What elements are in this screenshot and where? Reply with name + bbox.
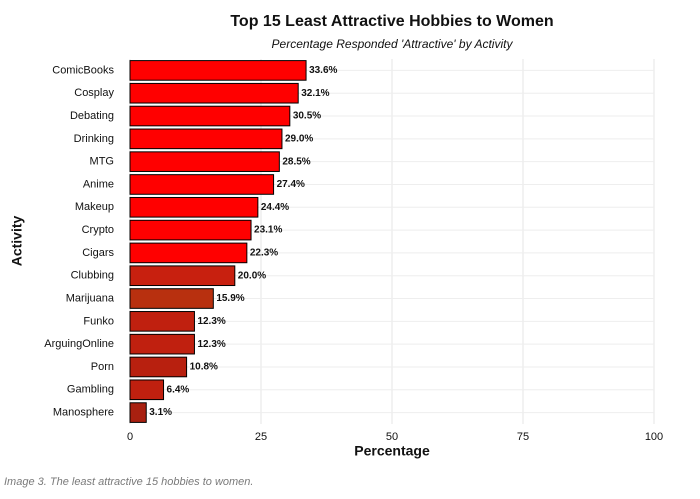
x-tick-label: 75 (517, 431, 529, 443)
bar (129, 242, 248, 264)
value-label: 32.1% (301, 88, 329, 99)
y-tick-label: Gambling (67, 384, 114, 396)
x-tick-label: 0 (127, 431, 133, 443)
value-label: 10.8% (190, 362, 218, 373)
value-label: 12.3% (197, 316, 225, 327)
bar (129, 311, 195, 332)
y-tick-label: Porn (91, 361, 114, 373)
bar (129, 151, 280, 172)
bar (129, 105, 291, 127)
y-tick-label: Clubbing (71, 270, 114, 282)
value-label: 28.5% (282, 156, 310, 167)
value-label: 33.6% (309, 65, 337, 76)
value-label: 24.4% (261, 202, 289, 213)
bar (129, 333, 195, 355)
chart-title: Top 15 Least Attractive Hobbies to Women (230, 13, 553, 30)
y-tick-label: ArguingOnline (44, 338, 114, 350)
y-tick-label: Debating (70, 110, 114, 122)
value-label: 6.4% (167, 384, 190, 395)
x-axis-title: Percentage (354, 443, 430, 459)
chart-subtitle: Percentage Responded 'Attractive' by Act… (272, 37, 514, 51)
value-label: 12.3% (197, 339, 225, 350)
caption: Image 3. The least attractive 15 hobbies… (4, 476, 253, 488)
y-axis-title: Activity (9, 216, 25, 267)
y-tick-label: MTG (90, 156, 114, 168)
y-tick-label: Marijuana (66, 292, 115, 304)
value-label: 30.5% (293, 111, 321, 122)
bar (129, 288, 214, 309)
bar (129, 60, 307, 81)
bar (129, 174, 275, 195)
bar (129, 219, 252, 241)
bar (129, 82, 299, 104)
y-tick-label: Cosplay (74, 87, 114, 99)
value-label: 15.9% (216, 293, 244, 304)
bar (129, 356, 188, 378)
y-tick-label: Manosphere (53, 407, 114, 419)
bar (129, 128, 283, 150)
value-label: 29.0% (285, 133, 313, 144)
y-tick-label: Crypto (82, 224, 114, 236)
value-label: 27.4% (277, 179, 305, 190)
bar (129, 265, 236, 287)
x-tick-label: 25 (255, 431, 267, 443)
y-tick-label: Cigars (82, 247, 114, 259)
value-label: 3.1% (149, 407, 172, 418)
y-tick-label: Drinking (74, 133, 114, 145)
value-label: 20.0% (238, 270, 266, 281)
y-tick-label: Funko (83, 315, 114, 327)
x-tick-label: 50 (386, 431, 398, 443)
y-tick-label: Makeup (75, 201, 114, 213)
y-tick-label: ComicBooks (52, 64, 114, 76)
x-tick-label: 100 (645, 431, 663, 443)
value-label: 22.3% (250, 248, 278, 259)
y-tick-label: Anime (83, 178, 114, 190)
value-label: 23.1% (254, 225, 282, 236)
bar (129, 402, 147, 423)
bar (129, 379, 165, 401)
bar (129, 196, 259, 218)
